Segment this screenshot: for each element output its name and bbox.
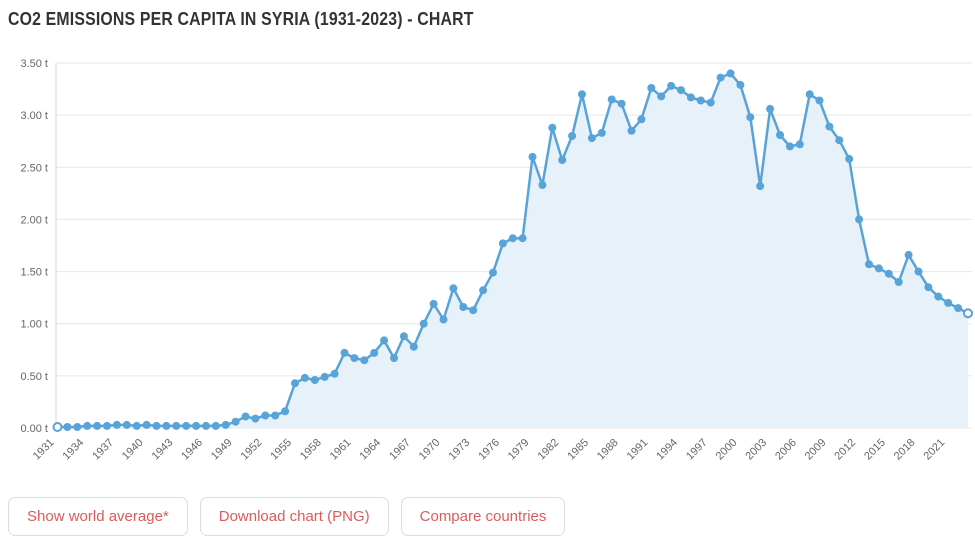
download-chart-button[interactable]: Download chart (PNG)	[199, 497, 389, 536]
svg-text:1952: 1952	[239, 437, 265, 463]
svg-text:1958: 1958	[298, 437, 324, 463]
x-axis-labels: 1931 1934 1937 1940 1943 1946 1949 1952 1955 1958…	[31, 437, 947, 463]
svg-text:2003: 2003	[743, 437, 769, 463]
svg-text:1961: 1961	[328, 437, 354, 463]
svg-text:1931: 1931	[31, 437, 57, 463]
svg-text:2.50 t: 2.50 t	[20, 162, 48, 174]
svg-text:1937: 1937	[90, 437, 116, 463]
svg-text:1.00 t: 1.00 t	[20, 319, 48, 331]
svg-text:1994: 1994	[654, 437, 680, 463]
svg-text:1985: 1985	[565, 437, 591, 463]
svg-text:1979: 1979	[506, 437, 532, 463]
svg-text:3.00 t: 3.00 t	[20, 110, 48, 122]
co2-emissions-chart: 0.00 t 0.50 t 1.00 t 1.50 t 2.00 t 2.50 t 3.00…	[0, 45, 975, 480]
svg-text:2012: 2012	[832, 437, 858, 463]
data-points	[52, 69, 973, 432]
chart-actions: Show world average* Download chart (PNG)…	[8, 497, 566, 536]
svg-text:2015: 2015	[862, 437, 888, 463]
svg-text:1997: 1997	[684, 437, 710, 463]
svg-text:2009: 2009	[803, 437, 829, 463]
svg-text:2006: 2006	[773, 437, 799, 463]
svg-text:3.50 t: 3.50 t	[20, 58, 48, 70]
svg-text:1967: 1967	[387, 437, 413, 463]
svg-text:1946: 1946	[179, 437, 205, 463]
svg-text:1970: 1970	[417, 437, 443, 463]
svg-text:2.00 t: 2.00 t	[20, 214, 48, 226]
svg-text:1943: 1943	[150, 437, 176, 463]
svg-text:1934: 1934	[61, 437, 87, 463]
svg-text:2018: 2018	[892, 437, 918, 463]
svg-text:2000: 2000	[714, 437, 740, 463]
area-fill	[57, 73, 968, 429]
svg-text:0.50 t: 0.50 t	[20, 371, 48, 383]
svg-text:1964: 1964	[357, 437, 383, 463]
svg-text:1988: 1988	[595, 437, 621, 463]
compare-countries-button[interactable]: Compare countries	[400, 497, 566, 536]
page-title: CO2 EMISSIONS PER CAPITA IN SYRIA (1931-…	[8, 9, 474, 29]
co2-chart-svg: 0.00 t 0.50 t 1.00 t 1.50 t 2.00 t 2.50 t 3.00…	[20, 58, 973, 463]
svg-text:0.00 t: 0.00 t	[20, 423, 48, 435]
svg-text:1940: 1940	[120, 437, 146, 463]
svg-text:1976: 1976	[476, 437, 502, 463]
y-axis-labels: 0.00 t 0.50 t 1.00 t 1.50 t 2.00 t 2.50 t 3.00…	[20, 58, 48, 435]
svg-text:1982: 1982	[536, 437, 562, 463]
svg-text:1973: 1973	[447, 437, 473, 463]
svg-text:1955: 1955	[268, 437, 294, 463]
svg-text:1991: 1991	[625, 437, 651, 463]
svg-text:1.50 t: 1.50 t	[20, 267, 48, 279]
svg-text:2021: 2021	[922, 437, 948, 463]
show-world-average-button[interactable]: Show world average*	[8, 497, 188, 536]
svg-text:1949: 1949	[209, 437, 235, 463]
